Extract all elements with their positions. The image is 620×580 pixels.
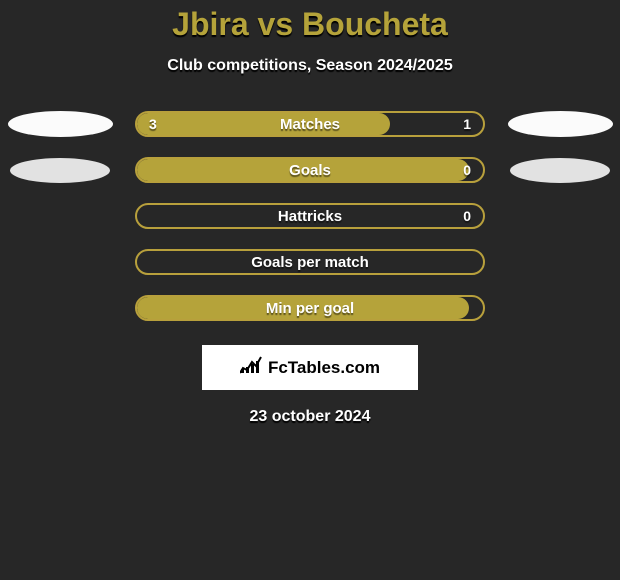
stat-left-value: 3 [149, 116, 157, 132]
comparison-card: Jbira vs Boucheta Club competitions, Sea… [0, 0, 620, 580]
subtitle: Club competitions, Season 2024/2025 [167, 57, 452, 75]
page-title: Jbira vs Boucheta [172, 6, 448, 43]
stat-right-value: 1 [463, 116, 471, 132]
stat-row: 0 Hattricks [0, 203, 620, 229]
player-left-ellipse [8, 111, 113, 137]
stat-right-value: 0 [463, 208, 471, 224]
stat-right-value: 0 [463, 162, 471, 178]
player-right-ellipse [508, 111, 613, 137]
player-left-ellipse [10, 158, 110, 183]
stat-label: Hattricks [278, 208, 342, 225]
player-right-slot [500, 158, 620, 183]
stat-row: Min per goal [0, 295, 620, 321]
date-label: 23 october 2024 [250, 408, 371, 426]
player-right-slot [500, 111, 620, 137]
stat-label: Matches [280, 116, 340, 133]
stat-rows: 3 1 Matches 0 Goals 0 Hattricks Goals per match… [0, 111, 620, 341]
stat-bar: 0 Goals [135, 157, 485, 183]
stat-row: 3 1 Matches [0, 111, 620, 137]
stat-bar-fill [137, 113, 390, 135]
stat-bar: Min per goal [135, 295, 485, 321]
site-badge[interactable]: FcTables.com [202, 345, 418, 390]
stat-label: Goals [289, 162, 331, 179]
player-left-slot [0, 158, 120, 183]
chart-icon [240, 356, 262, 379]
stat-row: 0 Goals [0, 157, 620, 183]
player-right-ellipse [510, 158, 610, 183]
stat-bar: 3 1 Matches [135, 111, 485, 137]
badge-text: FcTables.com [268, 358, 380, 378]
player-left-slot [0, 111, 120, 137]
stat-row: Goals per match [0, 249, 620, 275]
stat-bar: Goals per match [135, 249, 485, 275]
stat-label: Min per goal [266, 300, 354, 317]
stat-bar: 0 Hattricks [135, 203, 485, 229]
stat-label: Goals per match [251, 254, 369, 271]
